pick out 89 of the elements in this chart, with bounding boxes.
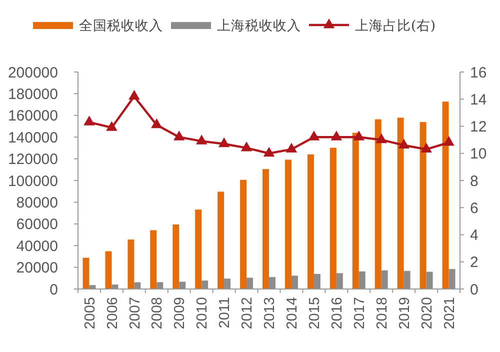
x-tick-label: 2016 (329, 297, 346, 330)
x-tick-label: 2014 (284, 297, 301, 330)
bar (105, 251, 112, 289)
point (151, 118, 162, 128)
legend-label: 上海税收收入 (217, 18, 301, 34)
y-tick-label: 0 (50, 281, 58, 298)
x-tick-label: 2006 (104, 297, 121, 330)
y-tick-label: 20000 (16, 260, 58, 277)
bar (314, 274, 320, 289)
bar (240, 180, 247, 289)
bar (262, 169, 269, 289)
point (263, 146, 275, 157)
y-tick-label: 120000 (8, 151, 58, 168)
bar (448, 269, 456, 289)
point (173, 130, 185, 140)
x-tick-label: 2009 (172, 297, 188, 330)
bar (269, 277, 276, 289)
y-tick-label: 160000 (8, 108, 58, 125)
bar (358, 271, 366, 289)
y2-tick-label: 4 (470, 227, 478, 244)
x-tick-label: 2017 (352, 297, 368, 330)
y2-tick-label: 12 (470, 118, 487, 136)
x-tick-label: 2015 (307, 297, 324, 330)
bar (420, 122, 426, 289)
bar (336, 273, 343, 289)
y2-tick-label: 14 (470, 91, 487, 108)
y-tick-label: 60000 (16, 216, 58, 234)
bar (246, 278, 254, 289)
y-tick-label: 200000 (8, 64, 58, 82)
point (353, 130, 365, 140)
x-tick-label: 2007 (127, 297, 144, 330)
point (84, 116, 95, 126)
bar (352, 132, 359, 289)
x-tick-label: 2005 (82, 297, 98, 330)
y-tick-label: 80000 (16, 194, 58, 212)
point (376, 133, 387, 144)
y-tick-label: 180000 (8, 86, 58, 103)
y-tick-label: 100000 (8, 172, 58, 190)
bar (172, 224, 180, 289)
y2-tick-label: 10 (470, 146, 487, 163)
bar (82, 258, 90, 289)
x-tick-label: 2019 (396, 297, 413, 330)
bar (112, 284, 118, 289)
bar (442, 102, 449, 289)
bar (404, 270, 410, 289)
x-tick-label: 2012 (240, 297, 256, 330)
bar (179, 282, 186, 289)
x-tick-label: 2018 (374, 297, 390, 330)
legend-label: 上海占比(右) (355, 18, 436, 34)
point (218, 137, 230, 148)
y2-tick-label: 16 (470, 64, 487, 82)
point (398, 138, 410, 148)
bar (156, 282, 164, 289)
x-tick-label: 2010 (194, 297, 211, 330)
x-tick-label: 2020 (419, 297, 436, 330)
point (308, 130, 320, 140)
point (286, 142, 298, 153)
bar (150, 230, 157, 289)
bar (374, 119, 382, 289)
x-tick-label: 2013 (262, 297, 278, 330)
bar (195, 210, 202, 289)
bar (291, 276, 298, 289)
y-tick-label: 140000 (8, 129, 58, 146)
point (240, 141, 252, 152)
legend-label: 全国税收收入 (79, 18, 163, 34)
bar (330, 148, 336, 289)
x-tick-label: 2021 (442, 297, 458, 330)
bar (202, 280, 208, 289)
point (106, 121, 118, 131)
point (443, 136, 454, 146)
x-tick-label: 2008 (150, 297, 166, 330)
bar (128, 240, 134, 289)
point (330, 130, 342, 140)
bar (426, 272, 433, 289)
bar (218, 192, 224, 289)
bar (224, 278, 231, 289)
bar (284, 160, 292, 289)
y2-tick-label: 6 (470, 200, 478, 217)
y2-tick-label: 2 (470, 254, 478, 272)
y2-tick-label: 8 (470, 172, 478, 190)
point (196, 134, 208, 144)
y2-tick-label: 0 (470, 281, 478, 298)
x-tick-label: 2011 (217, 297, 234, 328)
bar (381, 270, 388, 289)
point (420, 142, 432, 153)
y-tick-label: 40000 (16, 238, 58, 255)
bar (397, 118, 404, 289)
bar (307, 154, 314, 289)
point (128, 90, 140, 100)
